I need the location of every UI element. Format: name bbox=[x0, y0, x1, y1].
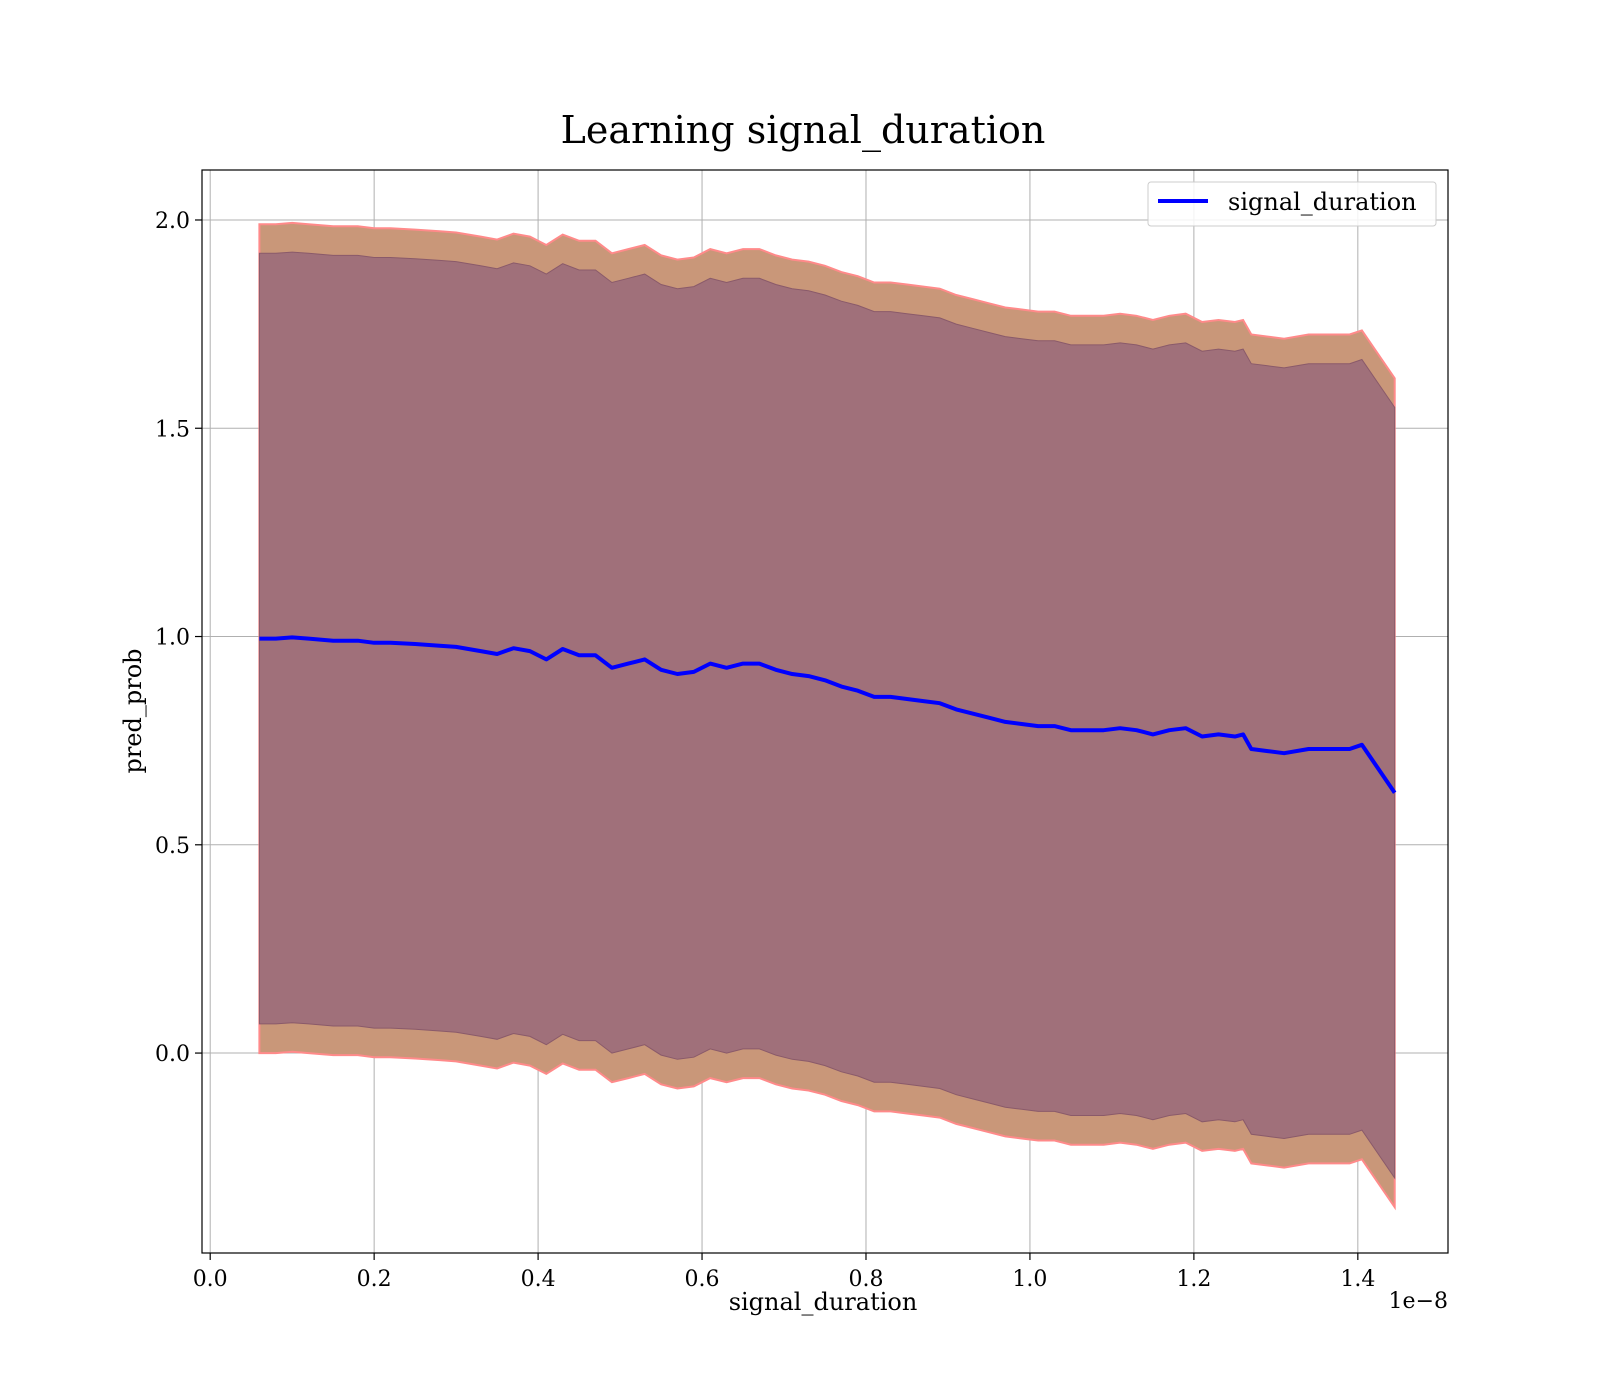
series-lines bbox=[259, 635, 1397, 794]
y-tick-label: 2.0 bbox=[155, 209, 190, 234]
legend-label: signal_duration bbox=[1228, 188, 1417, 216]
series-line bbox=[259, 635, 1397, 794]
x-tick-label: 1.2 bbox=[1176, 1267, 1211, 1292]
chart-title: Learning signal_duration bbox=[561, 108, 1046, 153]
y-tick-label: 0.5 bbox=[155, 834, 190, 859]
legend-box bbox=[1147, 181, 1437, 227]
x-tick-label: 0.2 bbox=[357, 1267, 392, 1292]
x-tick-label: 1.0 bbox=[1012, 1267, 1047, 1292]
legend: signal_duration bbox=[1147, 181, 1437, 227]
y-tick-label: 0.0 bbox=[155, 1042, 190, 1067]
plot-frame bbox=[201, 169, 1449, 1254]
x-tick-label: 1.4 bbox=[1340, 1267, 1375, 1292]
y-axis-label: pred_prob bbox=[119, 648, 147, 773]
confidence-bands bbox=[258, 221, 1396, 1211]
x-tick-label: 0.8 bbox=[848, 1267, 883, 1292]
x-tick-label: 0.4 bbox=[521, 1267, 556, 1292]
y-tick-label: 1.5 bbox=[155, 417, 190, 442]
x-axis-label: signal_duration bbox=[729, 1288, 918, 1316]
y-tick-label: 1.0 bbox=[155, 626, 190, 651]
x-tick-label: 0.6 bbox=[685, 1267, 720, 1292]
y-axis-ticks: 0.0 0.5 1.0 1.5 2.0 bbox=[155, 209, 202, 1067]
x-tick-label: 0.0 bbox=[193, 1267, 228, 1292]
x-axis-ticks: 0.0 0.2 0.4 0.6 0.8 1.0 1.2 1.4 bbox=[193, 1253, 1375, 1292]
x-axis-offset-text: 1e−8 bbox=[1389, 1289, 1448, 1314]
inner-confidence-band bbox=[258, 251, 1396, 1180]
